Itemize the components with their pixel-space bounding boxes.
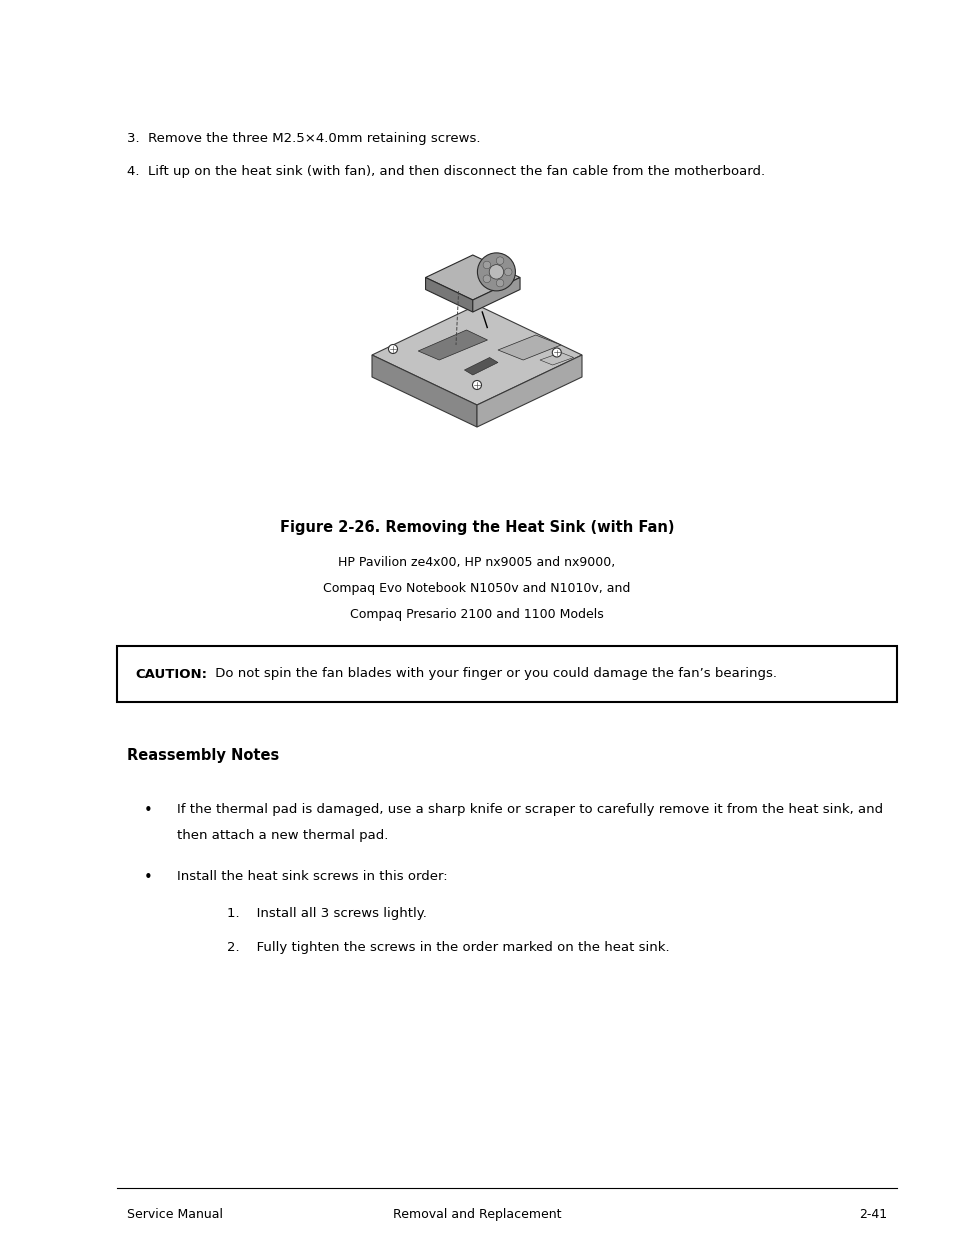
- Circle shape: [504, 268, 512, 275]
- Polygon shape: [372, 354, 476, 427]
- Text: Compaq Evo Notebook N1050v and N1010v, and: Compaq Evo Notebook N1050v and N1010v, a…: [323, 582, 630, 595]
- Text: •: •: [144, 803, 152, 818]
- Polygon shape: [473, 278, 519, 312]
- Circle shape: [552, 348, 560, 357]
- Circle shape: [472, 380, 481, 389]
- Text: 2-41: 2-41: [859, 1208, 886, 1221]
- Text: 1.    Install all 3 screws lightly.: 1. Install all 3 screws lightly.: [227, 906, 426, 920]
- Text: •: •: [144, 869, 152, 885]
- Circle shape: [388, 345, 397, 353]
- Text: Compaq Presario 2100 and 1100 Models: Compaq Presario 2100 and 1100 Models: [350, 608, 603, 621]
- Text: Install the heat sink screws in this order:: Install the heat sink screws in this ord…: [176, 869, 447, 883]
- Text: Do not spin the fan blades with your finger or you could damage the fan’s bearin: Do not spin the fan blades with your fin…: [211, 667, 776, 680]
- Text: Reassembly Notes: Reassembly Notes: [127, 748, 279, 763]
- Text: 3.  Remove the three M2.5×4.0mm retaining screws.: 3. Remove the three M2.5×4.0mm retaining…: [127, 132, 480, 144]
- Polygon shape: [464, 357, 497, 375]
- Circle shape: [482, 275, 490, 283]
- Circle shape: [476, 253, 515, 291]
- Text: CAUTION:: CAUTION:: [134, 667, 207, 680]
- Text: 2.    Fully tighten the screws in the order marked on the heat sink.: 2. Fully tighten the screws in the order…: [227, 941, 669, 953]
- Text: Figure 2-26. Removing the Heat Sink (with Fan): Figure 2-26. Removing the Heat Sink (wit…: [279, 520, 674, 535]
- Circle shape: [482, 261, 490, 269]
- FancyBboxPatch shape: [117, 646, 896, 701]
- Text: Service Manual: Service Manual: [127, 1208, 223, 1221]
- Polygon shape: [425, 278, 473, 312]
- Text: Removal and Replacement: Removal and Replacement: [393, 1208, 560, 1221]
- Circle shape: [496, 279, 503, 287]
- Circle shape: [489, 264, 503, 279]
- Polygon shape: [497, 335, 560, 359]
- Text: then attach a new thermal pad.: then attach a new thermal pad.: [176, 829, 388, 842]
- Polygon shape: [425, 254, 519, 300]
- Text: 4.  Lift up on the heat sink (with fan), and then disconnect the fan cable from : 4. Lift up on the heat sink (with fan), …: [127, 165, 764, 178]
- Text: If the thermal pad is damaged, use a sharp knife or scraper to carefully remove : If the thermal pad is damaged, use a sha…: [176, 803, 882, 816]
- Circle shape: [496, 257, 503, 264]
- Polygon shape: [372, 305, 581, 405]
- Text: HP Pavilion ze4x00, HP nx9005 and nx9000,: HP Pavilion ze4x00, HP nx9005 and nx9000…: [338, 556, 615, 569]
- Polygon shape: [539, 352, 573, 366]
- Polygon shape: [417, 330, 487, 359]
- Polygon shape: [476, 354, 581, 427]
